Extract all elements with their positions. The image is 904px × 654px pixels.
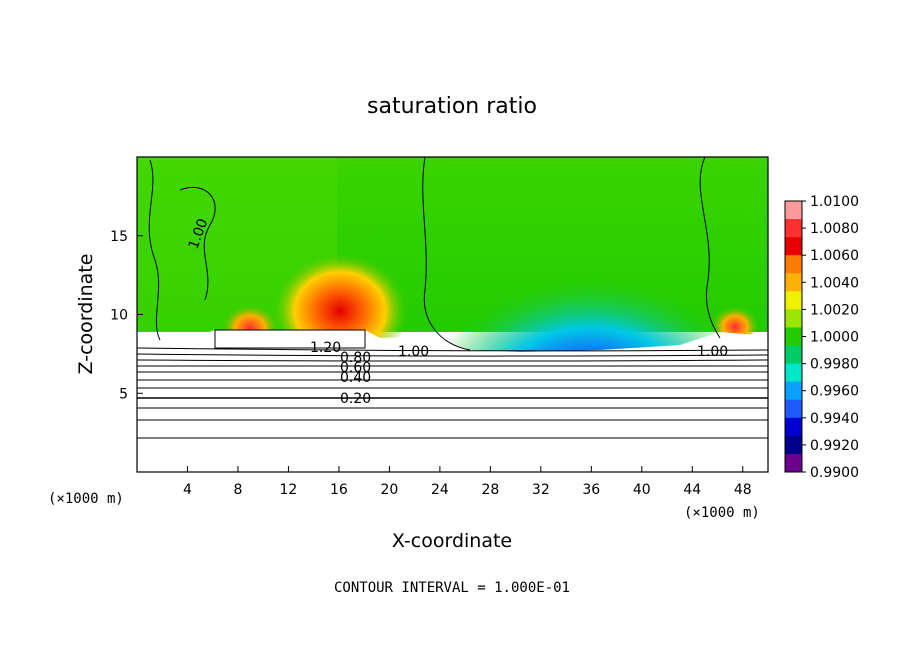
colorbar-swatch — [785, 435, 802, 455]
colorbar-label: 1.0080 — [810, 221, 859, 237]
colorbar-swatch — [785, 417, 802, 437]
colorbar-label: 1.0100 — [810, 194, 859, 210]
colorbar-swatch — [785, 399, 802, 419]
colorbar-label: 1.0000 — [810, 330, 859, 346]
colorbar-label: 0.9960 — [810, 384, 859, 400]
y-axis-label: Z-coordinate — [75, 254, 97, 375]
colorbar-swatch — [785, 363, 802, 383]
x-axis-label: X-coordinate — [392, 530, 512, 552]
colorbar-swatch — [785, 291, 802, 310]
contour-label: 0.80 — [340, 350, 371, 366]
contour-label: 1.00 — [398, 344, 429, 360]
x-tick-label: 24 — [431, 482, 449, 498]
contour-label: 0.40 — [340, 370, 371, 386]
x-tick-label: 8 — [233, 482, 242, 498]
colorbar-swatch — [785, 255, 802, 274]
colorbar-swatch — [785, 381, 802, 401]
colorbar-label: 0.9920 — [810, 438, 859, 454]
colorbar-swatch — [785, 237, 802, 256]
contour-interval-note: CONTOUR INTERVAL = 1.000E-01 — [334, 580, 570, 596]
colorbar: 1.0100 1.0080 1.0060 1.0040 1.0020 1.0000 0.99… — [784, 194, 859, 481]
x-tick-label: 12 — [280, 482, 298, 498]
x-tick-label: 16 — [330, 482, 348, 498]
colorbar-swatch — [785, 273, 802, 292]
contour-lines — [137, 157, 768, 439]
y-tick-label: 15 — [110, 229, 128, 245]
x-unit-label: (×1000 m) — [684, 505, 760, 521]
plot-field — [137, 157, 768, 472]
y-unit-label: (×1000 m) — [48, 491, 124, 507]
y-tick-label: 10 — [110, 308, 128, 324]
colorbar-swatch — [785, 309, 802, 328]
x-tick-label: 4 — [183, 482, 192, 498]
x-tick-label: 20 — [380, 482, 398, 498]
x-tick-label: 28 — [481, 482, 499, 498]
colorbar-label: 1.0060 — [810, 248, 859, 264]
colorbar-swatch — [785, 219, 802, 238]
contour-label: 1.00 — [697, 344, 728, 360]
chart-title: saturation ratio — [367, 94, 537, 119]
colorbar-swatch — [785, 327, 802, 347]
colorbar-swatch — [785, 201, 802, 220]
colorbar-label: 0.9940 — [810, 411, 859, 427]
colorbar-swatch — [785, 453, 802, 473]
contour-label: 0.20 — [340, 391, 371, 407]
colorbar-label: 1.0040 — [810, 275, 859, 291]
x-tick-label: 48 — [734, 482, 752, 498]
contour-label: 1.20 — [310, 340, 341, 356]
colorbar-swatch — [785, 345, 802, 365]
y-tick-label: 5 — [119, 386, 128, 402]
colorbar-label: 1.0020 — [810, 302, 859, 318]
x-axis-ticks: 4 8 12 16 20 24 28 32 36 40 44 48 — [183, 466, 752, 498]
y-axis-ticks: 5 10 15 — [110, 229, 143, 402]
x-tick-label: 36 — [582, 482, 600, 498]
colorbar-label: 0.9980 — [810, 357, 859, 373]
x-tick-label: 44 — [683, 482, 701, 498]
x-tick-label: 40 — [633, 482, 651, 498]
contour-label: 0.60 — [340, 360, 371, 376]
x-tick-label: 32 — [532, 482, 550, 498]
colorbar-label: 0.9900 — [810, 465, 859, 481]
